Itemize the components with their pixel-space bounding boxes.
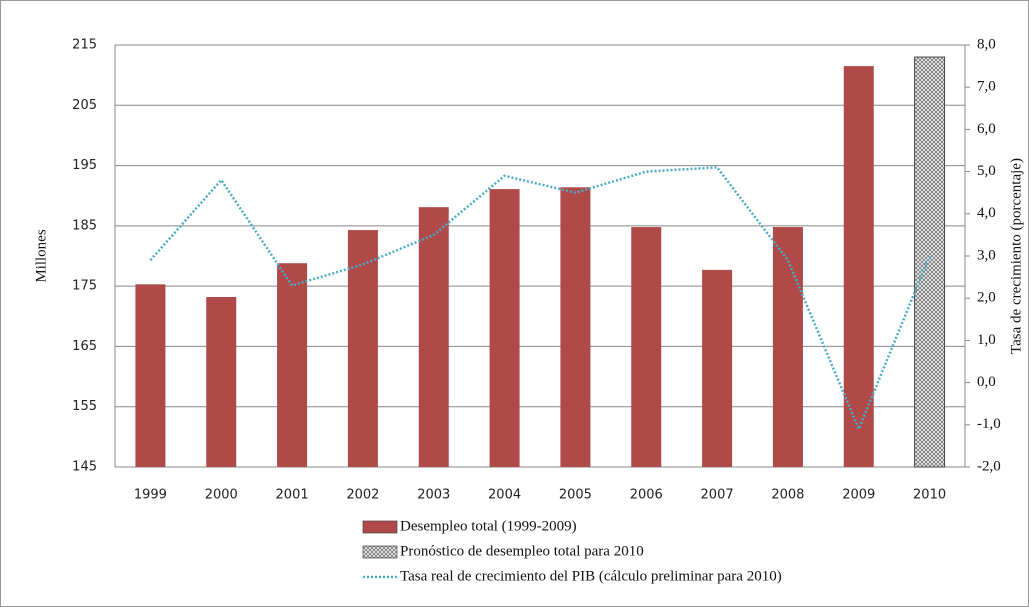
y2-tick-label: 0,0 (977, 374, 996, 390)
y2-tick-label: 3,0 (977, 247, 996, 263)
x-tick-label: 2007 (701, 488, 734, 503)
y-tick-label: 215 (72, 38, 97, 53)
x-tick-label: 2000 (205, 488, 238, 503)
bar (135, 284, 166, 467)
y2-tick-label: 6,0 (977, 121, 996, 137)
y2-tick-label: 1,0 (977, 332, 996, 348)
y-tick-label: 155 (72, 399, 97, 414)
x-tick-label: 2008 (771, 488, 804, 503)
y-axis-label: Millones (33, 229, 49, 282)
bar (843, 66, 874, 467)
x-tick-label: 2003 (417, 488, 450, 503)
x-tick-label: 2010 (913, 488, 946, 503)
bar (560, 187, 591, 467)
x-tick-label: 2001 (276, 488, 309, 503)
y2-tick-label: 2,0 (977, 290, 996, 306)
bar (631, 227, 662, 467)
y2-tick-label: 4,0 (977, 205, 996, 221)
bar (277, 263, 308, 467)
y-tick-label: 185 (72, 218, 97, 233)
x-tick-label: 2005 (559, 488, 592, 503)
bar (347, 230, 378, 467)
y2-tick-label: -1,0 (977, 416, 1001, 432)
y-tick-label: 205 (72, 98, 97, 113)
bar (914, 56, 946, 468)
bar (702, 269, 733, 467)
legend-swatch (362, 520, 398, 534)
x-tick-label: 2009 (842, 488, 875, 503)
x-tick-label: 2006 (630, 488, 663, 503)
y-tick-label: 165 (72, 339, 97, 354)
legend-label: Tasa real de crecimiento del PIB (cálcul… (400, 568, 782, 584)
x-tick-label: 2004 (488, 488, 521, 503)
bar (418, 207, 449, 467)
y-tick-label: 175 (72, 279, 97, 294)
y2-axis-label: Tasa de crecimiento (porcentaje) (1008, 158, 1024, 354)
line (149, 166, 931, 433)
y2-tick-label: -2,0 (977, 458, 1001, 474)
bar (489, 189, 520, 467)
y-tick-label: 195 (72, 158, 97, 173)
legend-label: Pronóstico de desempleo total para 2010 (400, 543, 644, 559)
bar (772, 227, 803, 467)
x-tick-label: 2002 (346, 488, 379, 503)
y-tick-label: 145 (72, 460, 97, 475)
legend-label: Desempleo total (1999-2009) (400, 518, 577, 534)
legend-swatch (362, 545, 398, 559)
y2-tick-label: 8,0 (977, 36, 996, 52)
x-tick-label: 1999 (134, 488, 167, 503)
y2-tick-label: 7,0 (977, 79, 996, 95)
y2-tick-label: 5,0 (977, 163, 996, 179)
bar (206, 296, 237, 467)
